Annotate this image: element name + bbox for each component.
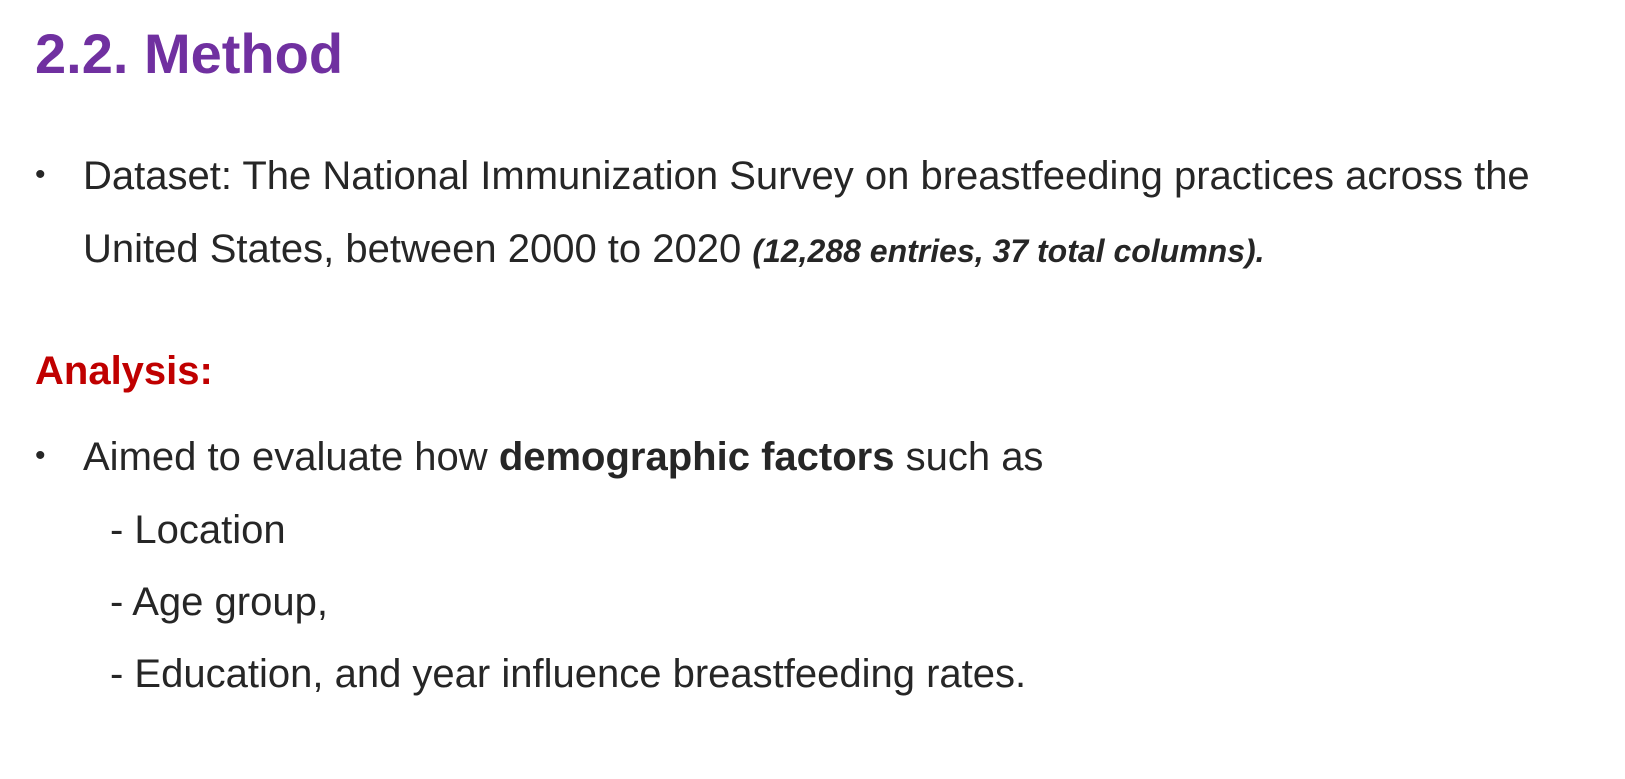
analysis-lead: Aimed to evaluate how bbox=[83, 435, 499, 479]
bullet-dataset: • bbox=[35, 158, 46, 191]
analysis-emphasis: demographic factors bbox=[498, 435, 895, 479]
dataset-note-end: . bbox=[1255, 233, 1265, 269]
analysis-tail: such as bbox=[894, 435, 1044, 479]
analysis-heading: Analysis: bbox=[35, 349, 213, 393]
analysis-item-education: - Education, and year influence breastfe… bbox=[110, 652, 1027, 696]
analysis-lead-line: Aimed to evaluate how demographic factor… bbox=[83, 420, 1043, 495]
dataset-note: (12,288 entries, 37 total columns) bbox=[752, 233, 1256, 269]
dataset-line-2: United States, between 2000 to 2020 (12,… bbox=[83, 212, 1265, 289]
analysis-item-age-group: - Age group, bbox=[110, 580, 328, 624]
analysis-item-location: - Location bbox=[110, 508, 286, 552]
bullet-analysis: • bbox=[35, 439, 46, 472]
dataset-line-2-text: United States, between 2000 to 2020 bbox=[83, 227, 753, 271]
dataset-line-1: Dataset: The National Immunization Surve… bbox=[83, 154, 1530, 198]
slide-title: 2.2. Method bbox=[35, 22, 344, 85]
